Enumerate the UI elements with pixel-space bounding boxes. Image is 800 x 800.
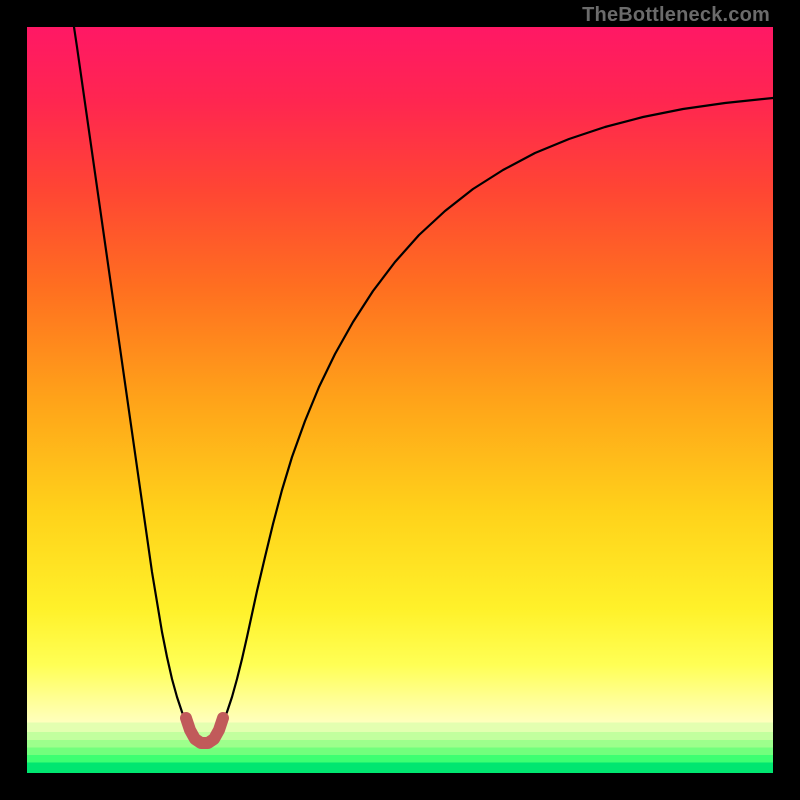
bottleneck-curve (74, 27, 773, 742)
chart-frame: TheBottleneck.com (0, 0, 800, 800)
curve-layer (27, 27, 773, 773)
valley-marker (186, 718, 223, 743)
watermark-text: TheBottleneck.com (582, 4, 770, 27)
plot-area (27, 27, 773, 773)
